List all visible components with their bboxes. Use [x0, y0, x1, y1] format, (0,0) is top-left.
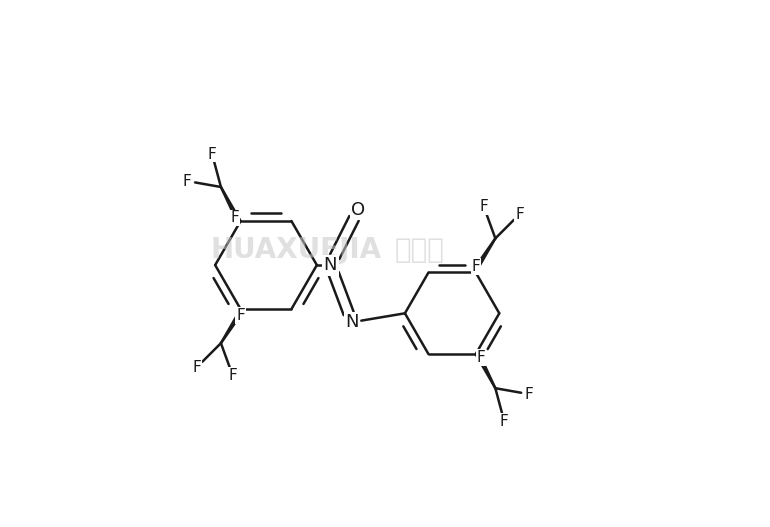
Text: N: N	[323, 256, 337, 274]
Text: F: F	[500, 414, 508, 428]
Text: O: O	[351, 201, 365, 219]
Text: N: N	[345, 313, 359, 331]
Text: F: F	[228, 368, 237, 383]
Text: F: F	[524, 387, 534, 402]
Text: F: F	[477, 350, 485, 365]
Text: F: F	[479, 199, 488, 214]
Text: 化学加: 化学加	[394, 237, 444, 265]
Text: F: F	[236, 308, 245, 323]
Text: F: F	[192, 360, 201, 375]
Text: F: F	[515, 207, 524, 222]
Text: HUAXUEJIA: HUAXUEJIA	[210, 237, 381, 265]
Text: F: F	[208, 147, 216, 162]
Text: F: F	[183, 173, 192, 189]
Text: F: F	[471, 259, 480, 274]
Text: F: F	[231, 210, 239, 226]
